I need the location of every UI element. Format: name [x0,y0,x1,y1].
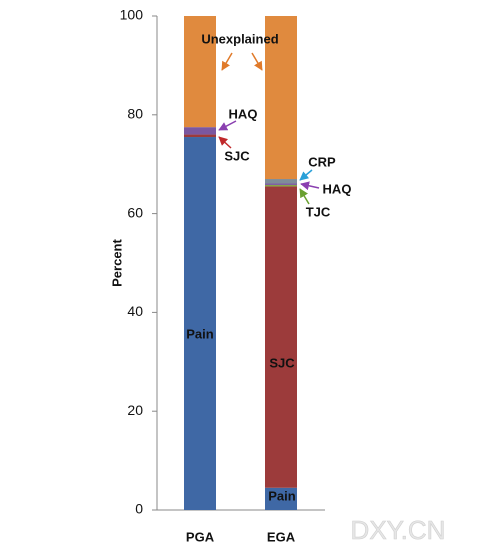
y-tick-label: 20 [127,402,143,418]
label-arrow [299,169,313,181]
bar-segment [184,134,216,138]
label-arrow [218,136,232,149]
y-tick-label: 100 [120,7,144,23]
series-label: Unexplained [201,31,278,46]
x-tick-label: EGA [267,529,296,544]
label-arrow [251,52,263,71]
bar-segment [265,184,297,187]
bar-segment [265,183,297,185]
label-arrow [218,120,237,131]
series-label: SJC [224,148,250,163]
y-axis-label: Percent [109,238,124,286]
series-label: Pain [186,326,214,341]
bar-segment [265,179,297,184]
watermark: DXY.CN [351,515,446,545]
series-label: SJC [269,355,295,370]
bar-segment [184,16,216,128]
bar-segment [265,186,297,488]
label-arrow [299,188,310,205]
bar-segment [265,487,297,510]
y-tick-label: 0 [135,501,143,517]
series-label: TJC [306,204,331,219]
label-arrow [300,181,320,191]
y-tick-label: 40 [127,303,143,319]
y-tick-label: 60 [127,204,143,220]
bar-segment [184,127,216,135]
bar-segment [184,137,216,510]
series-label: CRP [308,154,336,169]
series-label: HAQ [323,181,352,196]
series-label: HAQ [229,106,258,121]
y-tick-label: 80 [127,106,143,122]
bar-segment [265,16,297,180]
x-tick-label: PGA [186,529,215,544]
series-label: Pain [268,488,296,503]
label-arrow [221,52,233,71]
